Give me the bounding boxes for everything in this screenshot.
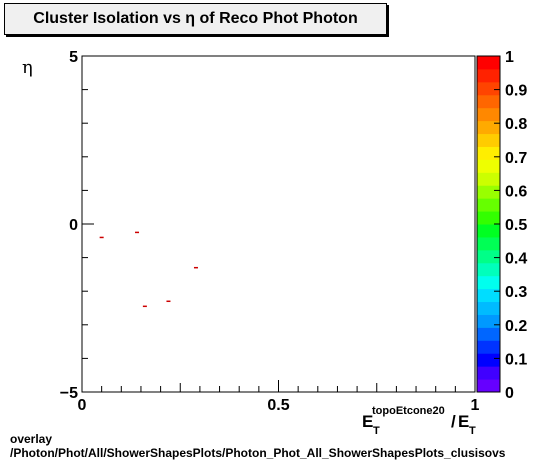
colorbar-band [477,56,500,70]
colorbar: 0 0.1 0.2 0.3 0.4 0.5 0.6 0.7 0.8 0.9 1 [476,49,527,402]
y-axis-label: η [22,57,33,78]
colorbar-tick-label: 0.8 [505,116,527,133]
y-tick-label: 5 [69,49,78,66]
colorbar-tick-label: 0.1 [505,351,527,368]
colorbar-band [477,366,500,380]
colorbar-tick-label: 0.6 [505,183,527,200]
data-points [99,231,198,308]
footer-line-1: overlay [10,432,53,446]
x-label-den-sub: T [469,425,476,437]
colorbar-band [477,198,500,212]
x-tick-label: 1 [471,397,480,414]
x-label-sep: / [451,412,456,431]
colorbar-band [477,340,500,354]
colorbar-band [477,146,500,160]
colorbar-band [477,288,500,303]
y-tick-label: 0 [69,217,78,234]
colorbar-band [477,249,500,264]
colorbar-band [477,107,500,122]
x-label-base: E [362,412,373,431]
plot-border [81,55,476,393]
colorbar-band [477,94,500,109]
x-tick-label: 0.5 [267,397,289,414]
colorbar-band [477,236,500,251]
colorbar-band [477,379,500,393]
footer-line-2: /Photon/Phot/All/ShowerShapesPlots/Photo… [10,446,506,460]
colorbar-band [477,314,500,328]
plot-frame [81,55,476,393]
colorbar-tick-label: 1 [505,49,514,66]
colorbar-tick-label: 0.5 [505,217,527,234]
x-axis: 0 0.5 1 [78,380,480,414]
colorbar-band [477,68,500,83]
colorbar-tick-label: 0.9 [505,83,527,100]
y-axis: −5 0 5 [60,49,94,402]
colorbar-band [477,224,500,238]
colorbar-band [477,172,500,186]
colorbar-band [477,159,500,173]
x-label-den: E [458,412,469,431]
colorbar-tick-label: 0 [505,385,514,402]
colorbar-tick-label: 0.7 [505,150,527,167]
colorbar-band [477,275,500,290]
colorbar-band [477,327,500,341]
x-tick-label: 0 [78,397,87,414]
x-label-sup: topoEtcone20 [372,405,445,417]
colorbar-band [477,185,500,199]
colorbar-tick-label: 0.2 [505,318,527,335]
colorbar-band [477,81,500,96]
colorbar-band [477,133,500,147]
colorbar-band [477,262,500,277]
colorbar-band [477,301,500,315]
colorbar-band [477,120,500,135]
colorbar-tick-label: 0.3 [505,284,527,301]
colorbar-band [477,211,500,225]
colorbar-tick-label: 0.4 [505,251,527,268]
colorbar-band [477,353,500,367]
x-label-base-sub: T [373,425,380,437]
chart-title: Cluster Isolation vs η of Reco Phot Phot… [4,3,387,35]
y-tick-label: −5 [60,385,78,402]
